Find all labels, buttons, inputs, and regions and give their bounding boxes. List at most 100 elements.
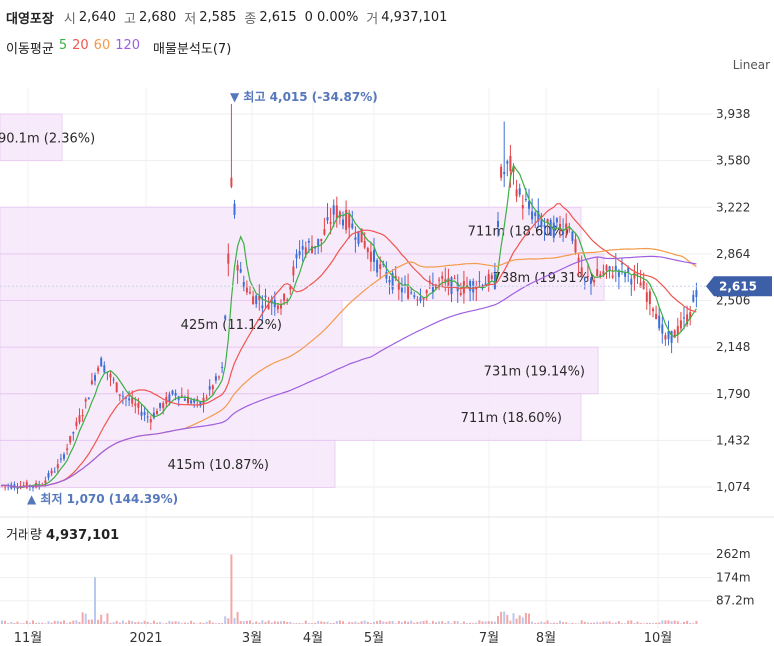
volume-bar — [617, 621, 620, 624]
volume-bar — [196, 623, 199, 624]
candle-body — [332, 205, 335, 215]
volume-bar — [239, 621, 242, 624]
volume-bar — [44, 623, 47, 624]
volume-bar — [53, 620, 56, 624]
volume-bar — [407, 621, 410, 624]
candle-body — [428, 280, 431, 283]
volume-bar — [605, 621, 608, 624]
volume-bar — [307, 623, 310, 624]
scale-mode-toggle[interactable]: Linear — [732, 58, 770, 72]
candle-body — [617, 270, 620, 277]
volume-bar — [531, 621, 534, 624]
candle-body — [47, 473, 50, 478]
price-tick-label: 1,074 — [716, 480, 750, 494]
candle-body — [84, 399, 87, 402]
candle-body — [360, 228, 363, 243]
candle-body — [509, 155, 512, 172]
volume-bar — [636, 621, 639, 624]
ma60-label: 60 — [93, 38, 111, 53]
candle-body — [487, 274, 490, 287]
candle-body — [357, 231, 360, 244]
candle-body — [286, 299, 289, 301]
ma-legend-label: 이동평균 — [6, 42, 54, 57]
volume-bar — [258, 622, 261, 624]
volume-bar — [574, 623, 577, 624]
volume-bar — [78, 621, 81, 624]
candle-body — [397, 283, 400, 290]
volume-bar — [351, 622, 354, 624]
candle-body — [624, 272, 627, 277]
candle-body — [239, 269, 242, 273]
volume-bar — [323, 621, 326, 624]
candle-body — [199, 401, 202, 406]
volume-bar — [221, 623, 224, 624]
change-value: 0 0.00% — [304, 9, 359, 25]
candle-body — [22, 485, 25, 487]
volume-bar — [94, 577, 96, 624]
volume-bar — [298, 622, 301, 624]
volume-bar — [199, 622, 202, 624]
volume-bar — [425, 620, 428, 624]
candle-body — [528, 201, 530, 209]
volume-bar — [394, 623, 397, 624]
volume-profile-label: 711m (18.60%) — [468, 225, 569, 240]
candle-body — [679, 320, 682, 329]
volume-bar — [245, 620, 248, 624]
candle-body — [608, 266, 611, 271]
candle-body — [484, 283, 487, 286]
volume-tick-label: 262m — [716, 547, 751, 561]
volume-bar — [143, 620, 146, 624]
candle-body — [292, 266, 295, 276]
ma-legend[interactable]: 이동평균 5 20 60 120 매물분석도(7) — [6, 38, 231, 57]
volume-bar — [118, 622, 121, 624]
candle-body — [140, 411, 143, 416]
candle-body — [497, 220, 499, 228]
candle-body — [642, 280, 645, 289]
volume-panel-value: 4,937,101 — [46, 528, 120, 543]
candle-body — [441, 276, 444, 279]
candle-body — [87, 397, 90, 400]
candle-body — [676, 326, 679, 336]
volume-bar — [602, 621, 605, 624]
volume-bar — [236, 611, 239, 624]
candle-body — [115, 382, 118, 393]
volume-bar — [546, 620, 549, 624]
volume-bar — [357, 622, 360, 624]
volume-bar — [404, 620, 406, 624]
volume-profile-label: 415m (10.87%) — [168, 458, 269, 473]
candle-body — [261, 305, 264, 309]
volume-bar — [84, 613, 87, 624]
candle-body — [267, 304, 270, 310]
candle-body — [586, 276, 589, 278]
candle-body — [431, 284, 434, 293]
volume-bar — [112, 622, 115, 624]
volume-bar — [568, 623, 571, 624]
volume-bar — [611, 623, 614, 624]
volume-profile-bar — [0, 439, 336, 489]
candle-body — [245, 287, 248, 293]
candle-body — [118, 394, 121, 396]
candle-body — [366, 248, 369, 253]
price-tick-label: 3,222 — [716, 200, 750, 214]
volume-bar — [87, 619, 90, 624]
volume-bar — [329, 623, 332, 624]
candle-body — [97, 367, 100, 372]
volume-bar — [596, 622, 599, 624]
volume-bar — [205, 621, 208, 624]
volume-bar — [50, 622, 53, 624]
volume-bar — [249, 620, 251, 624]
candle-body — [537, 210, 540, 222]
volume-bar — [283, 621, 286, 624]
candle-body — [633, 272, 636, 279]
ma5-line — [1, 163, 697, 489]
candle-body — [593, 280, 596, 283]
volume-bar — [692, 623, 695, 624]
high-label: 고 — [124, 11, 136, 27]
volume-bar — [590, 622, 592, 624]
candle-body — [614, 265, 617, 271]
volume-bar — [218, 622, 220, 624]
candle-body — [183, 398, 186, 401]
candle-body — [422, 298, 425, 300]
high-value: 2,680 — [139, 9, 177, 25]
